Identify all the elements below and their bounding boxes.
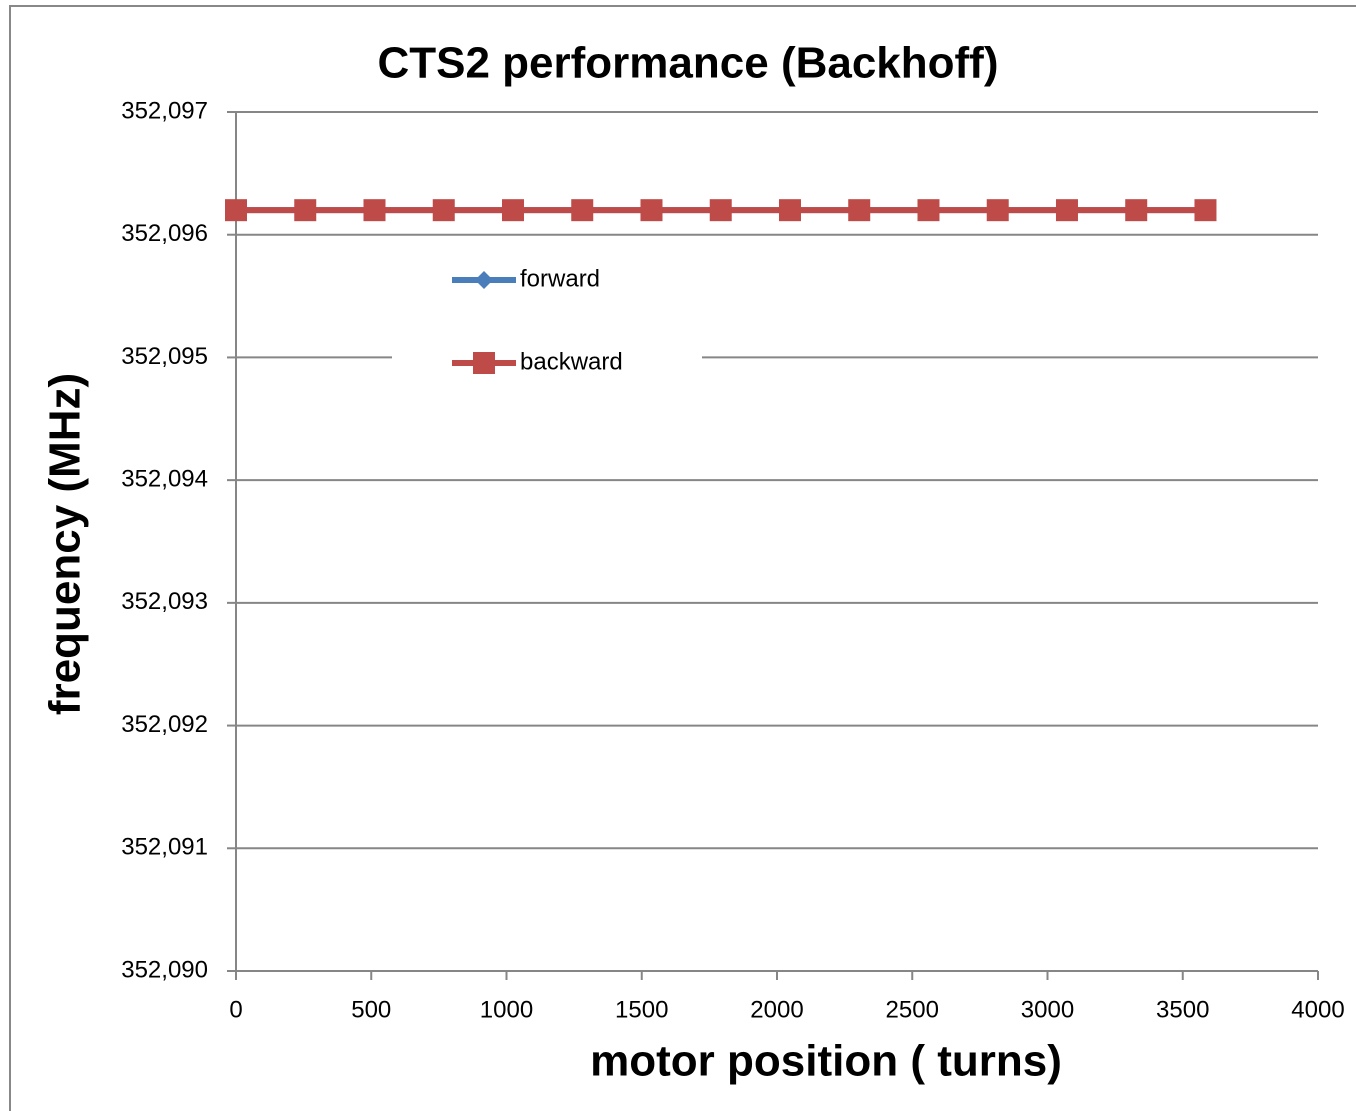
x-tick-label: 1000 xyxy=(480,996,533,1023)
y-tick-label: 352,096 xyxy=(121,220,208,247)
marker xyxy=(363,199,386,222)
marker xyxy=(778,199,801,222)
x-tick-label: 4000 xyxy=(1291,996,1344,1023)
marker xyxy=(986,199,1009,222)
legend-label: backward xyxy=(520,348,623,375)
marker xyxy=(473,352,495,374)
marker xyxy=(1194,199,1217,222)
y-tick-label: 352,097 xyxy=(121,97,208,124)
marker xyxy=(571,199,594,222)
x-tick-label: 0 xyxy=(229,996,242,1023)
marker xyxy=(1125,199,1148,222)
x-tick-label: 3000 xyxy=(1021,996,1074,1023)
marker xyxy=(848,199,871,222)
chart-title: CTS2 performance (Backhoff) xyxy=(377,39,998,88)
x-tick-label: 2500 xyxy=(886,996,939,1023)
marker xyxy=(294,199,317,222)
y-tick-label: 352,093 xyxy=(121,588,208,615)
legend: forward backward xyxy=(392,250,702,390)
y-tick-label: 352,092 xyxy=(121,711,208,738)
marker xyxy=(709,199,732,222)
y-tick-label: 352,090 xyxy=(121,956,208,983)
marker xyxy=(432,199,455,222)
legend-label: forward xyxy=(520,265,600,292)
y-axis-title: frequency (MHz) xyxy=(41,373,90,715)
x-axis-title: motor position ( turns) xyxy=(590,1037,1062,1086)
x-tick-label: 500 xyxy=(351,996,391,1023)
marker xyxy=(501,199,524,222)
y-tick-label: 352,091 xyxy=(121,834,208,861)
marker xyxy=(917,199,940,222)
y-tick-label: 352,095 xyxy=(121,343,208,370)
marker xyxy=(475,271,493,289)
marker xyxy=(1055,199,1078,222)
chart-frame xyxy=(9,5,1356,1111)
y-tick-label: 352,094 xyxy=(121,465,208,492)
x-tick-label: 1500 xyxy=(615,996,668,1023)
marker xyxy=(640,199,663,222)
x-tick-label: 3500 xyxy=(1156,996,1209,1023)
legend-box xyxy=(392,250,702,390)
x-tick-label: 2000 xyxy=(750,996,803,1023)
marker xyxy=(225,199,247,222)
